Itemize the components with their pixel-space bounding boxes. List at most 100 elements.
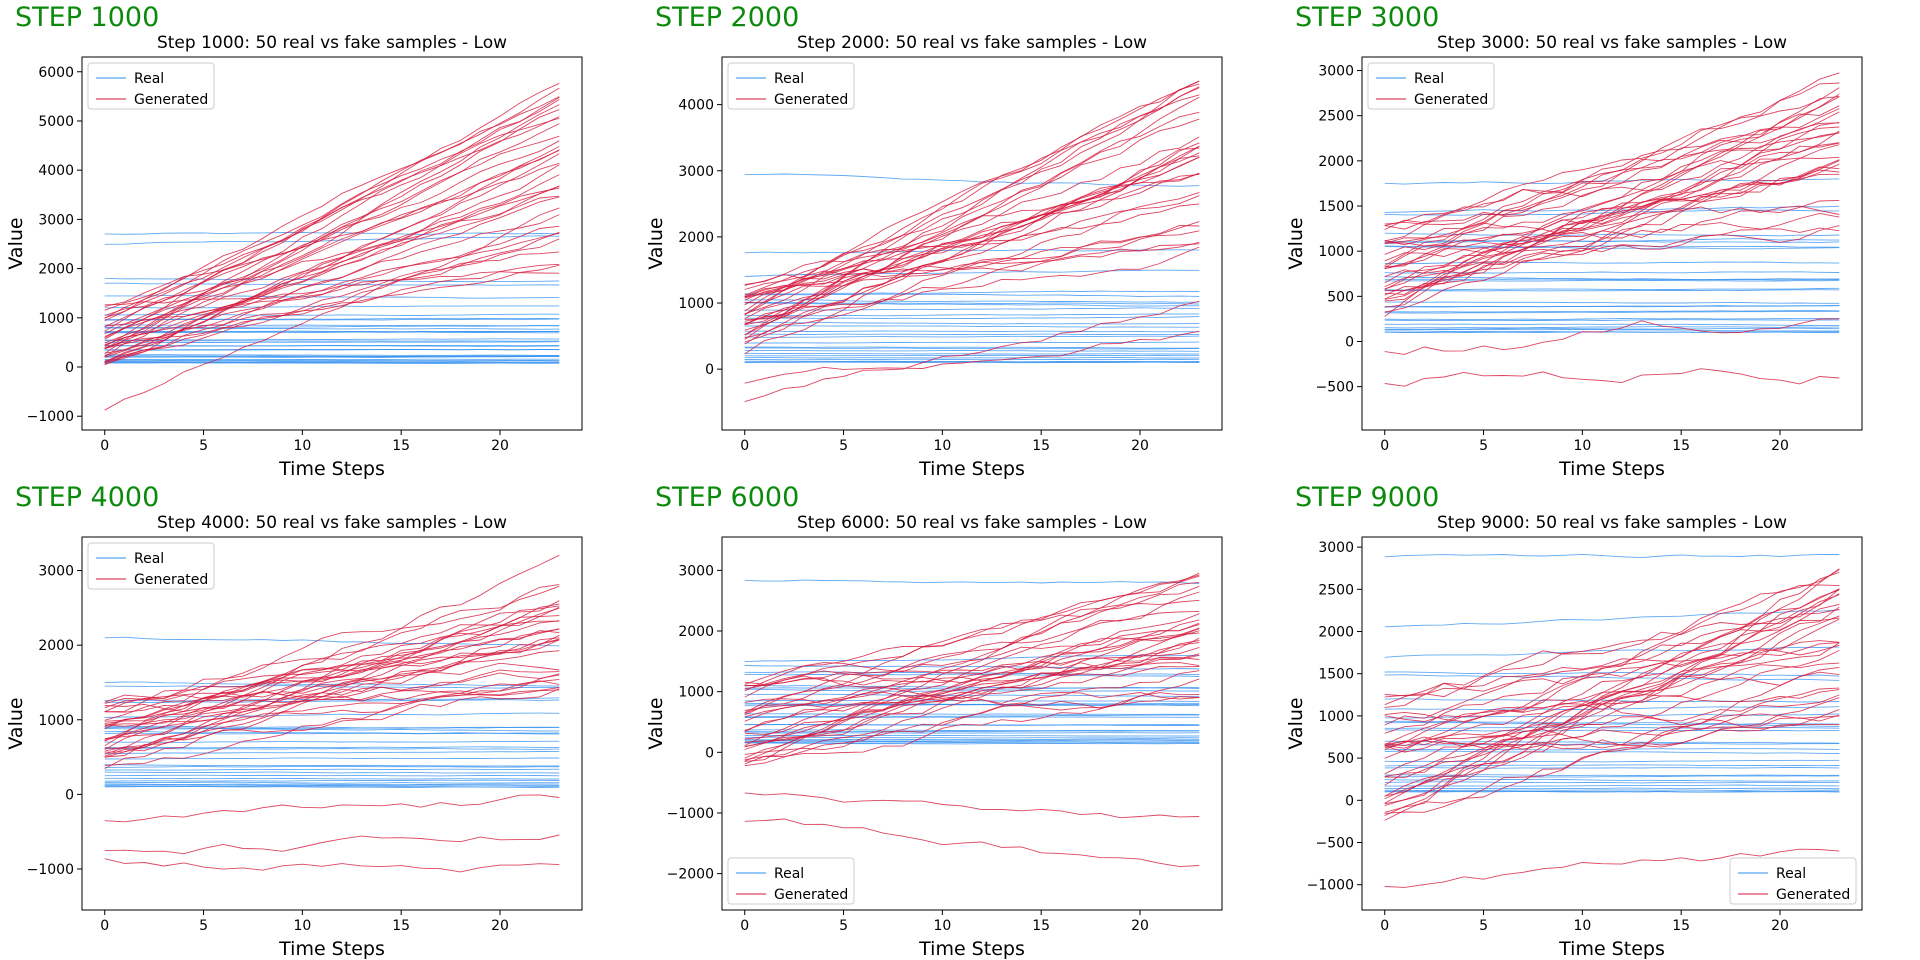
generated-series-line [744,640,1200,765]
generated-series-line [744,678,1200,704]
plot-frame [721,536,1223,911]
y-tick-label: 1500 [1318,199,1354,215]
real-series-line [744,325,1200,328]
real-series-line [744,349,1200,352]
chart-panel: STEP 4000 Step 4000: 50 real vs fake samp… [0,480,640,960]
generated-series-line [1384,82,1840,227]
real-series-line [1384,310,1840,313]
x-tick-label: 20 [491,918,509,934]
real-series-line [104,331,560,334]
generated-series-line [1384,588,1840,759]
legend-entry: Real [774,866,804,882]
generated-series-line [1384,609,1840,697]
x-tick-label: 0 [740,438,749,454]
real-series-line [1384,240,1840,244]
chart-title: Step 3000: 50 real vs fake samples - Low [1437,33,1787,53]
generated-series-line [104,97,560,344]
real-series-line [104,765,560,768]
generated-series-line [104,639,560,724]
x-tick-label: 10 [293,918,311,934]
generated-series-line [744,172,1200,301]
real-series-line [104,348,560,351]
series-group [1384,553,1840,888]
x-tick-label: 5 [199,918,208,934]
generated-series-line [744,246,1200,325]
real-series-line [744,713,1200,715]
generated-series-line [1384,689,1840,723]
x-tick-label: 5 [839,438,848,454]
line-chart: Step 9000: 50 real vs fake samples - Low… [1285,513,1863,960]
generated-series-line [744,118,1200,315]
x-tick-label: 15 [1032,918,1050,934]
chart-title: Step 6000: 50 real vs fake samples - Low [797,513,1147,533]
generated-series-line [744,241,1200,286]
y-tick-label: 0 [1345,334,1354,350]
real-series-line [1384,330,1840,333]
generated-series-line [1384,694,1840,821]
real-series-line [744,299,1200,303]
x-tick-label: 5 [1479,438,1488,454]
series-group [104,82,560,411]
real-series-line [104,340,560,342]
y-tick-label: 2000 [38,262,74,278]
generated-series-line [744,574,1200,747]
y-tick-label: 500 [1327,289,1354,305]
real-series-line [1384,750,1840,754]
real-series-line [104,341,560,344]
real-series-line [104,685,560,689]
y-tick-label: 1000 [1318,244,1354,260]
real-series-line [104,356,560,358]
real-series-line [744,358,1200,361]
legend-entry: Generated [1414,92,1488,108]
generated-series-line [104,187,560,346]
y-tick-label: 500 [1327,751,1354,767]
generated-series-line [744,653,1200,711]
legend: Real Generated [727,62,855,110]
y-tick-label: 3000 [1318,540,1354,556]
generated-series-line [104,585,560,721]
legend: Real Generated [87,62,215,110]
generated-series-line [104,680,560,740]
generated-series-line [1384,687,1840,750]
generated-series-line [1384,724,1840,747]
generated-series-line [104,672,560,713]
y-tick-label: 2500 [1318,109,1354,125]
x-tick-label: 0 [100,918,109,934]
y-tick-label: −500 [1316,835,1354,851]
real-series-line [744,290,1200,295]
x-tick-label: 0 [100,438,109,454]
generated-series-line [104,195,560,316]
x-tick-label: 15 [1032,438,1050,454]
real-series-line [1384,726,1840,729]
x-axis-label: Time Steps [1558,938,1665,960]
generated-series-line [1384,72,1840,266]
real-series-line [104,783,560,786]
generated-series-line [744,678,1200,761]
real-series-line [1384,729,1840,732]
generated-series-line [104,196,560,363]
generated-series-line [744,619,1200,762]
generated-series-line [104,231,560,364]
generated-series-line [744,83,1200,315]
real-series-line [744,330,1200,333]
y-tick-label: 3000 [1318,64,1354,80]
legend-entry: Real [1414,71,1444,87]
generated-series-line [104,628,560,752]
real-series-line [1384,327,1840,330]
real-series-line [744,346,1200,349]
generated-series-line [1384,644,1840,706]
x-tick-label: 10 [293,438,311,454]
x-axis-label: Time Steps [918,938,1025,960]
legend: Real Generated [87,542,215,590]
real-series-line [104,282,560,286]
real-series-line [744,335,1200,338]
real-series-line [104,751,560,755]
y-tick-label: 1000 [38,713,74,729]
y-tick-label: 0 [65,360,74,376]
chart-panel: STEP 1000 Step 1000: 50 real vs fake samp… [0,0,640,480]
series-group [744,80,1200,403]
x-tick-label: 0 [740,918,749,934]
x-tick-label: 10 [1573,918,1591,934]
y-axis-label: Value [645,697,667,749]
line-chart: Step 4000: 50 real vs fake samples - Low… [5,513,583,960]
